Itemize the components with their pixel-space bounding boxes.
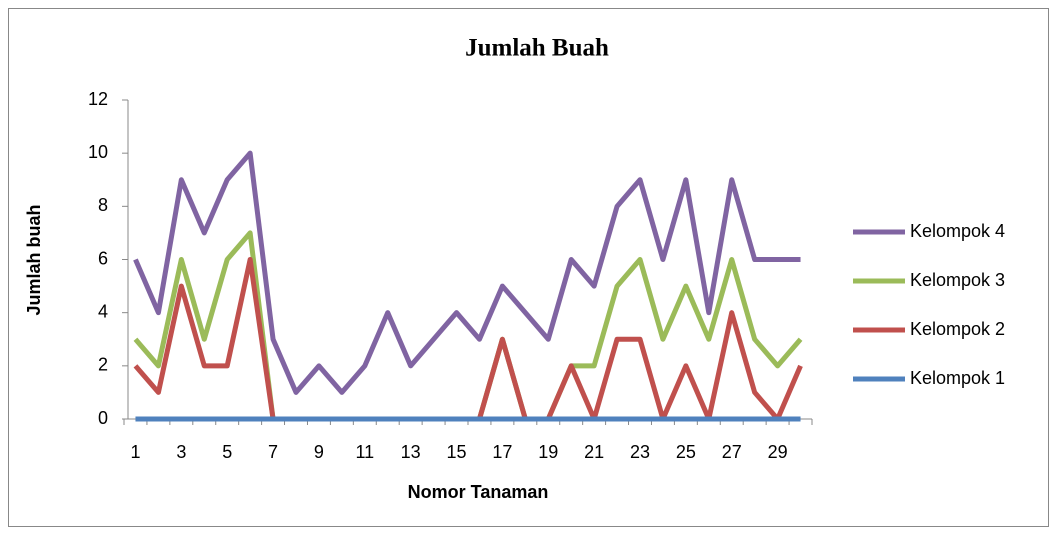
x-tick-label: 5 — [222, 442, 232, 462]
x-tick-label: 3 — [176, 442, 186, 462]
y-tick-label: 10 — [88, 142, 108, 162]
x-tick-label: 25 — [676, 442, 696, 462]
legend-label: Kelompok 3 — [910, 270, 1005, 290]
x-tick-label: 9 — [314, 442, 324, 462]
x-tick-label: 23 — [630, 442, 650, 462]
y-tick-label: 12 — [88, 89, 108, 109]
x-tick-label: 15 — [447, 442, 467, 462]
x-tick-label: 13 — [401, 442, 421, 462]
x-tick-label: 27 — [722, 442, 742, 462]
line-series — [133, 150, 801, 395]
x-tick-label: 19 — [538, 442, 558, 462]
x-tick-label: 17 — [492, 442, 512, 462]
x-tick-label: 7 — [268, 442, 278, 462]
legend-label: Kelompok 1 — [910, 368, 1005, 388]
chart-title: Jumlah Buah — [465, 35, 609, 62]
y-tick-label: 2 — [98, 355, 108, 375]
y-tick-label: 0 — [98, 408, 108, 428]
y-axis-title: Jumlah buah — [24, 204, 44, 315]
legend-label: Kelompok 2 — [910, 319, 1005, 339]
x-tick-label: 29 — [768, 442, 788, 462]
x-axis-title: Nomor Tanaman — [408, 482, 549, 502]
x-tick-label: 1 — [130, 442, 140, 462]
legend-label: Kelompok 4 — [910, 221, 1005, 241]
x-tick-label: 11 — [355, 442, 374, 462]
y-tick-label: 4 — [98, 301, 108, 321]
y-tick-label: 6 — [98, 248, 108, 268]
y-tick-label: 8 — [98, 195, 108, 215]
x-tick-label: 21 — [584, 442, 604, 462]
